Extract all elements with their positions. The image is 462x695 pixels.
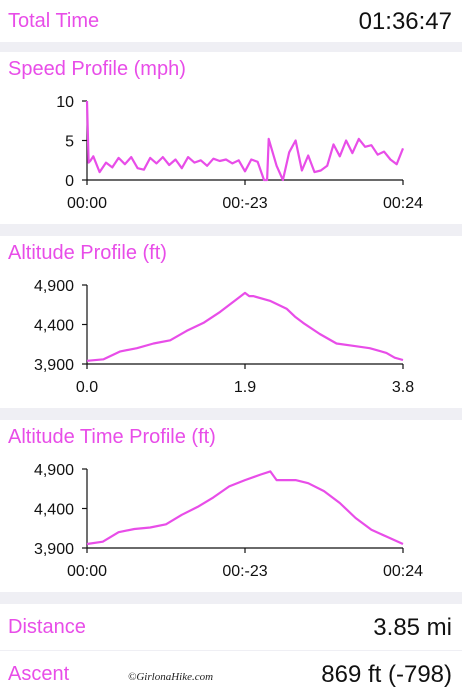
- speed-profile-title: Speed Profile (mph): [8, 58, 186, 80]
- altitude-time-profile-chart: 4,900 4,400 3,900 00:00 00:-23 00:24: [34, 462, 423, 580]
- ascent-row: Ascent ©GirlonaHike.com 869 ft (-798): [0, 651, 462, 695]
- total-time-label: Total Time: [8, 10, 100, 32]
- y-tick-label: 10: [56, 94, 74, 111]
- y-tick-label: 3,900: [34, 357, 74, 374]
- total-time-value: 01:36:47: [358, 8, 452, 35]
- total-time-row: Total Time 01:36:47: [0, 0, 462, 42]
- y-tick-label: 5: [65, 134, 74, 151]
- distance-label: Distance: [8, 616, 86, 638]
- altitude-profile-title: Altitude Profile (ft): [8, 242, 167, 264]
- distance-row: Distance 3.85 mi: [0, 604, 462, 650]
- x-tick-label: 1.9: [234, 379, 256, 396]
- series-line: [86, 291, 404, 362]
- x-tick-label: 3.8: [392, 379, 414, 396]
- distance-value: 3.85 mi: [373, 614, 452, 641]
- altitude-time-profile-panel: Altitude Time Profile (ft) 4,900 4,400 3,9…: [0, 420, 462, 592]
- x-tick-label: 00:24: [383, 195, 423, 212]
- watermark-text: ©GirlonaHike.com: [128, 671, 214, 683]
- speed-profile-chart: 10 5 0 00:00 00:-23 00:24: [56, 94, 423, 212]
- y-tick-label: 4,900: [34, 278, 74, 295]
- altitude-profile-panel: Altitude Profile (ft) 4,900 4,400 3,900 0.0…: [0, 236, 462, 408]
- ascent-label: Ascent: [8, 663, 70, 685]
- x-tick-label: 0.0: [76, 379, 98, 396]
- y-tick-label: 4,400: [34, 502, 74, 519]
- y-tick-label: 4,900: [34, 462, 74, 479]
- speed-profile-panel: Speed Profile (mph) 10 5 0 00:00 00:-23 00:24: [0, 52, 462, 224]
- x-tick-label: 00:00: [67, 563, 107, 580]
- x-tick-label: 00:-23: [222, 563, 267, 580]
- series-line: [85, 100, 405, 182]
- x-tick-label: 00:-23: [222, 195, 267, 212]
- y-tick-label: 3,900: [34, 541, 74, 558]
- ascent-value: 869 ft (-798): [321, 661, 452, 688]
- x-tick-label: 00:24: [383, 563, 423, 580]
- y-tick-label: 0: [65, 173, 74, 190]
- x-tick-label: 00:00: [67, 195, 107, 212]
- y-tick-label: 4,400: [34, 318, 74, 335]
- altitude-time-profile-title: Altitude Time Profile (ft): [8, 426, 216, 448]
- series-line: [86, 470, 404, 546]
